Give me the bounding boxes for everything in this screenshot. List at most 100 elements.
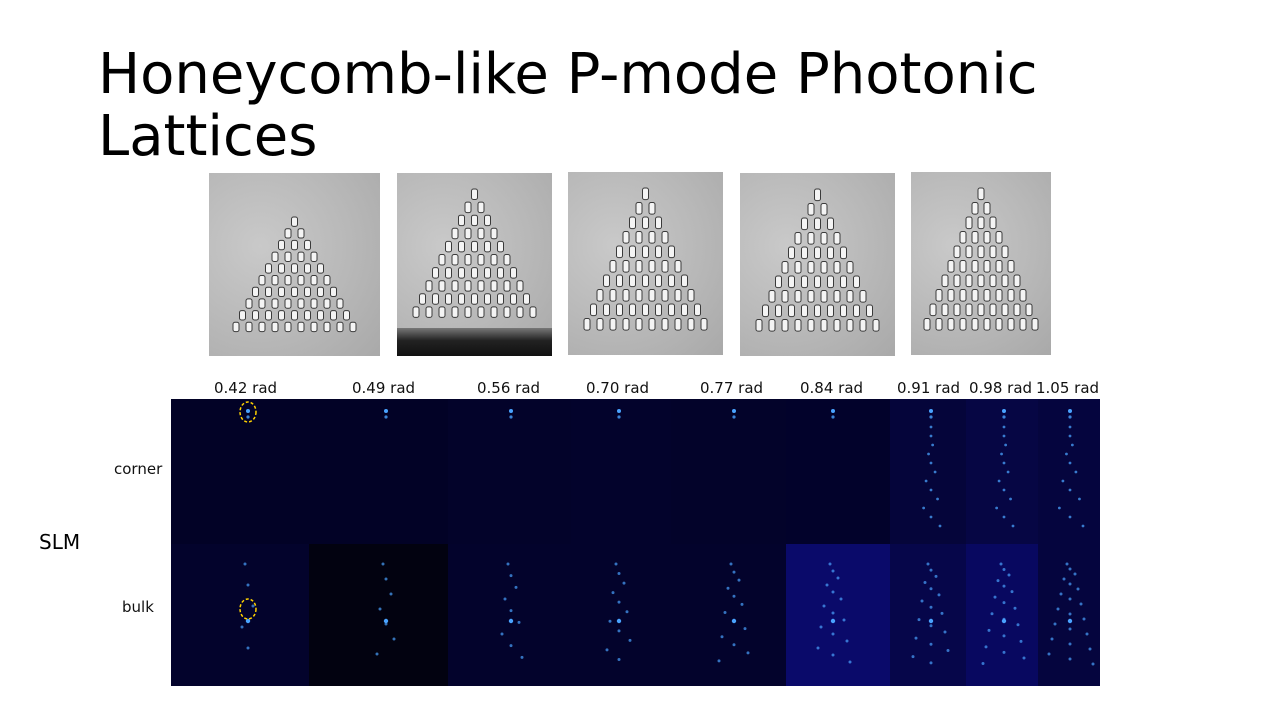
intensity-spot (1016, 623, 1020, 627)
lattice-pillars (923, 187, 1039, 331)
intensity-spot (384, 409, 388, 413)
intensity-spot (929, 434, 933, 438)
intensity-spot (995, 506, 999, 510)
intensity-spot (831, 590, 835, 594)
slm-label: SLM (39, 530, 81, 554)
intensity-spot (990, 612, 994, 616)
intensity-spot (1002, 488, 1006, 492)
intensity-spot (1065, 562, 1069, 566)
intensity-spot (1002, 461, 1006, 465)
intensity-spot (384, 622, 388, 626)
intensity-spot (929, 661, 933, 665)
intensity-spot (929, 415, 933, 419)
phase-label: 0.42 rad (214, 379, 278, 397)
slm-cell-bulk (966, 544, 1038, 686)
intensity-spot (1050, 637, 1054, 641)
intensity-spot (509, 609, 513, 613)
lattice-pillars (412, 188, 537, 318)
intensity-spot (617, 409, 621, 413)
slm-cell-bulk (171, 544, 309, 686)
intensity-spot (1068, 515, 1072, 519)
intensity-spot (503, 597, 507, 601)
lattice-pillars (583, 187, 708, 331)
intensity-spot (1068, 434, 1072, 438)
intensity-spot (717, 659, 721, 663)
intensity-spot (246, 409, 250, 413)
intensity-spot (1002, 425, 1006, 429)
slm-cell-bulk (571, 544, 671, 686)
intensity-spot (831, 569, 835, 573)
intensity-spot (997, 479, 1001, 483)
intensity-spot (929, 515, 933, 519)
intensity-spot (993, 595, 997, 599)
intensity-spot (931, 443, 935, 447)
intensity-spot (831, 653, 835, 657)
intensity-spot (246, 415, 250, 419)
intensity-spot (1047, 652, 1051, 656)
intensity-spot (929, 488, 933, 492)
lattice-micrograph (911, 172, 1051, 355)
intensity-spot (240, 625, 244, 629)
intensity-spot (1059, 592, 1063, 596)
intensity-spot (1022, 656, 1026, 660)
lattice-micrograph (209, 173, 380, 356)
intensity-spot (999, 562, 1003, 566)
intensity-spot (732, 570, 736, 574)
intensity-spot (927, 452, 930, 456)
intensity-spot (729, 562, 733, 566)
intensity-spot (937, 593, 941, 597)
intensity-spot (1068, 567, 1072, 571)
intensity-spot (1068, 597, 1072, 601)
slm-cell-corner (1038, 399, 1100, 544)
intensity-spot (831, 632, 835, 636)
intensity-spot (384, 415, 388, 419)
slm-cell-corner (966, 399, 1038, 544)
intensity-spot (1056, 607, 1060, 611)
intensity-spot (1081, 524, 1085, 528)
intensity-spot (848, 660, 852, 664)
intensity-spot (911, 655, 915, 659)
intensity-spot (830, 618, 836, 624)
highlight-ring (239, 401, 257, 423)
intensity-spot (381, 562, 385, 566)
intensity-spot (1068, 582, 1072, 586)
intensity-spot (1076, 587, 1080, 591)
intensity-spot (828, 562, 832, 566)
intensity-spot (1085, 632, 1089, 636)
intensity-spot (1068, 409, 1072, 413)
phase-label: 0.77 rad (700, 379, 764, 397)
lattice-micrograph (397, 173, 552, 356)
lattice-micrograph (568, 172, 723, 355)
slm-cell-corner (890, 399, 966, 544)
intensity-spot (819, 625, 823, 629)
intensity-spot (1074, 470, 1078, 474)
intensity-spot (926, 562, 930, 566)
intensity-spot (517, 620, 521, 624)
intensity-spot (743, 627, 747, 631)
intensity-spot (616, 618, 622, 624)
intensity-spot (375, 652, 379, 656)
slm-cell-corner (786, 399, 890, 544)
intensity-spot (617, 657, 621, 661)
intensity-spot (1067, 618, 1073, 624)
intensity-spot (929, 409, 933, 413)
intensity-spot (723, 610, 727, 614)
intensity-spot (608, 619, 612, 623)
intensity-spot (816, 646, 820, 650)
slm-cell-bulk (448, 544, 571, 686)
intensity-spot (938, 524, 942, 528)
highlight-ring (239, 598, 257, 620)
intensity-spot (924, 479, 928, 483)
intensity-spot (246, 646, 250, 650)
intensity-spot (384, 577, 388, 581)
intensity-spot (839, 597, 843, 601)
intensity-spot (1006, 470, 1010, 474)
intensity-spot (836, 576, 840, 580)
intensity-spot (845, 639, 849, 643)
intensity-spot (246, 583, 250, 587)
intensity-spot (1002, 409, 1006, 413)
intensity-spot (922, 506, 926, 510)
intensity-spot (1068, 425, 1072, 429)
intensity-spot (1002, 415, 1006, 419)
intensity-spot (622, 581, 626, 585)
